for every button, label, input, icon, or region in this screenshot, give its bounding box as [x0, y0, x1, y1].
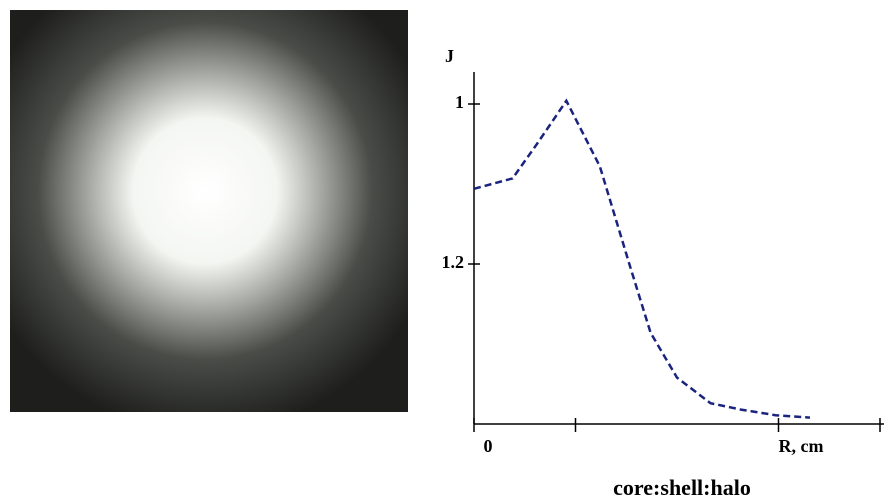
- caption: core:shell:halo: [613, 475, 751, 500]
- x-tick-label: R, cm: [779, 436, 824, 456]
- y-tick-label: 1: [455, 92, 464, 112]
- photo: [10, 10, 408, 412]
- x-tick-label: 0: [484, 436, 493, 456]
- y-tick-label: 1.2: [442, 252, 465, 272]
- y-axis-label: J: [445, 46, 454, 66]
- data-line: [473, 98, 811, 419]
